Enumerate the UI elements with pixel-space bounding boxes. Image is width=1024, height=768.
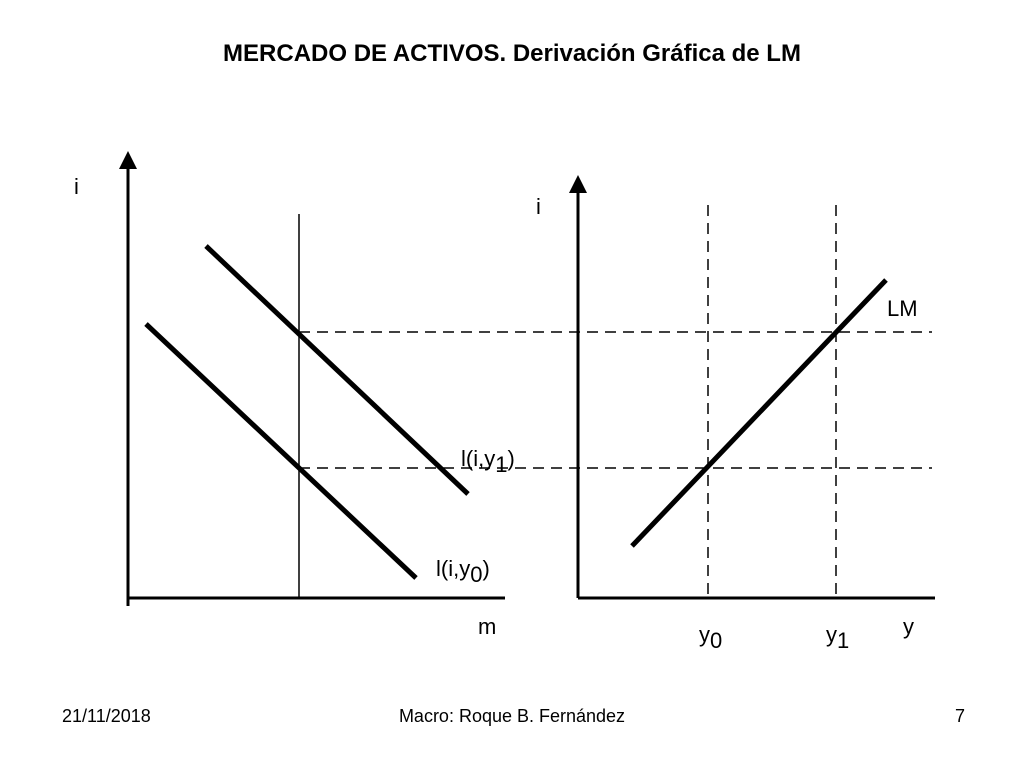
money-demand-curve-y1: [204, 244, 470, 496]
slide-title: MERCADO DE ACTIVOS. Derivación Gráfica d…: [223, 40, 801, 67]
tick-label-y0: y0: [699, 622, 722, 653]
tick-label-y1: y1: [826, 622, 849, 653]
lm-curve-label: LM: [887, 296, 918, 321]
curve-label-y0: l(i,y0): [436, 556, 490, 587]
footer-date: 21/11/2018: [62, 706, 151, 726]
footer-author: Macro: Roque B. Fernández: [398, 706, 626, 726]
lm-curve: [630, 278, 888, 548]
left-x-axis-label: m: [478, 614, 496, 639]
left-y-axis-label: i: [74, 174, 79, 199]
right-y-axis-label: i: [536, 194, 541, 219]
money-demand-curve-y0: [144, 322, 418, 580]
curve-label-y1: l(i,y1): [461, 446, 515, 477]
footer-page-number: 7: [955, 706, 966, 726]
right-x-axis-label: y: [903, 614, 914, 639]
